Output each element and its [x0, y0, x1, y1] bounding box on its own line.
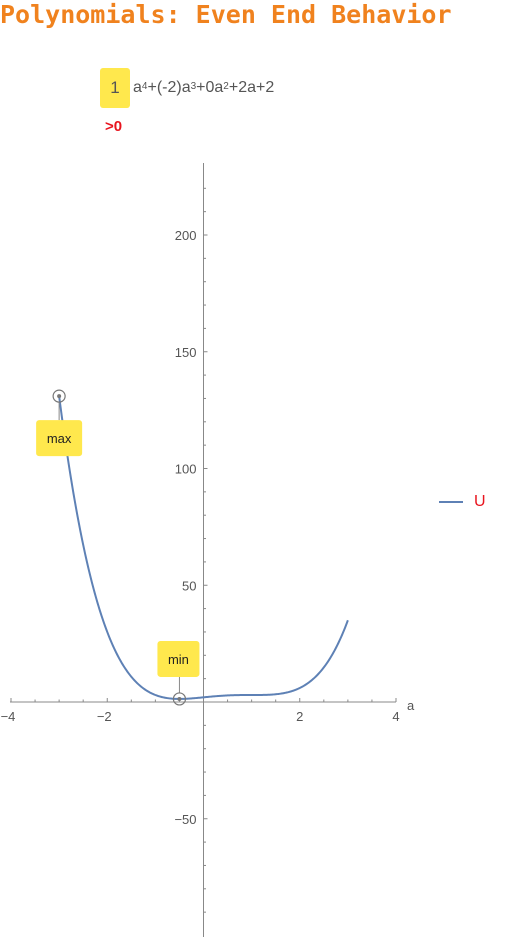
legend-label: U	[474, 493, 486, 510]
y-tick-label: 150	[175, 345, 197, 360]
term-a3-base: +(-2)a	[147, 79, 191, 96]
term-tail: +2a+2	[228, 79, 275, 96]
annotation-marker	[52, 389, 66, 403]
annotation-layer: max min	[36, 389, 200, 706]
y-tick-label: 200	[175, 228, 197, 243]
x-tick-label: −2	[97, 709, 112, 724]
y-tick-label: 50	[182, 578, 196, 593]
annotation-label: min	[168, 652, 189, 667]
term-a2-exponent: 2	[223, 80, 229, 92]
annotation-marker-dot	[57, 394, 62, 399]
leading-coefficient-input[interactable]: 1	[100, 68, 130, 108]
curve-layer	[58, 395, 349, 700]
annotation-box	[157, 640, 200, 677]
x-axis-label: a	[407, 698, 415, 713]
x-tick-label: −4	[1, 709, 16, 724]
y-tick-label: 100	[175, 462, 197, 477]
axes: −4 −2 2 4a −50 50 100 150 200	[1, 163, 415, 937]
annotation-min: min	[157, 640, 200, 706]
legend-swatch	[439, 501, 463, 503]
annotation-box	[36, 420, 83, 457]
annotation-marker-dot	[177, 696, 182, 701]
term-a3-exponent: 3	[190, 80, 197, 92]
series-U-line	[58, 395, 349, 700]
coefficient-condition: >0	[105, 118, 123, 135]
annotation-marker	[172, 692, 187, 706]
annotation-max: max	[36, 389, 83, 457]
y-tick-label: −50	[174, 812, 196, 827]
x-tick-label: 2	[296, 709, 303, 724]
term-a4-base: a	[133, 79, 142, 96]
term-a2-base: +0a	[196, 79, 224, 96]
page-title: Polynomials: Even End Behavior	[0, 0, 452, 29]
legend: U	[439, 493, 486, 511]
x-tick-label: 4	[392, 709, 399, 724]
annotation-label: max	[47, 431, 72, 446]
term-a4-exponent: 4	[141, 80, 148, 92]
